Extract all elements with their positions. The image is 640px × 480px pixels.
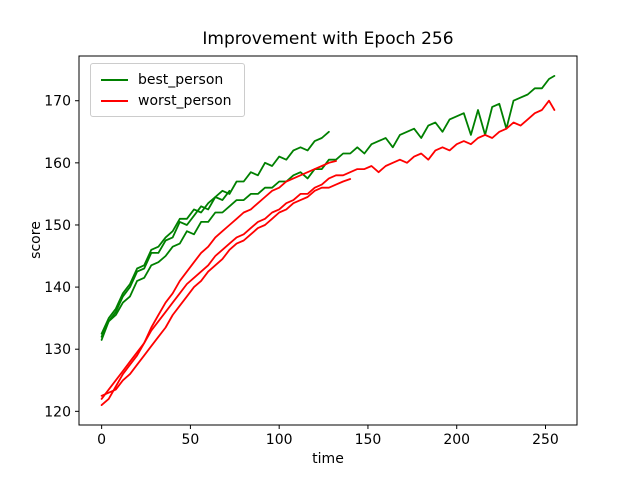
legend-item-worst-person: worst_person — [101, 90, 232, 111]
y-tick-label: 160 — [44, 156, 71, 172]
x-tick-label: 200 — [443, 432, 470, 448]
y-tick-label: 140 — [44, 280, 71, 296]
series-line-best_person_run_c — [100, 189, 231, 335]
x-tick-label: 150 — [355, 432, 382, 448]
legend-label-worst-person: worst_person — [138, 92, 232, 109]
legend-line-swatch-red — [101, 99, 128, 102]
series-line-worst_person_run_b — [100, 160, 337, 407]
series-line-worst_person_run_c — [100, 178, 352, 397]
series-line-best_person_run_b — [100, 130, 330, 341]
series-line-best_person_run_full — [100, 75, 556, 338]
x-tick-label: 0 — [97, 432, 106, 448]
y-tick-label: 130 — [44, 342, 71, 358]
legend-line-swatch-green — [101, 78, 128, 81]
x-tick-label: 50 — [181, 432, 199, 448]
legend-label-best-person: best_person — [138, 71, 224, 88]
x-axis-label: time — [312, 451, 344, 467]
x-tick-label: 100 — [266, 432, 293, 448]
y-tick-label: 150 — [44, 218, 71, 234]
series-line-worst_person_run_full — [100, 99, 556, 400]
y-tick-label: 120 — [44, 404, 71, 420]
x-tick-label: 250 — [532, 432, 559, 448]
chart-title: Improvement with Epoch 256 — [202, 29, 454, 49]
axes-spines — [78, 55, 578, 426]
y-tick-label: 170 — [44, 94, 71, 110]
legend: best_person worst_person — [90, 63, 245, 117]
legend-item-best-person: best_person — [101, 69, 232, 90]
